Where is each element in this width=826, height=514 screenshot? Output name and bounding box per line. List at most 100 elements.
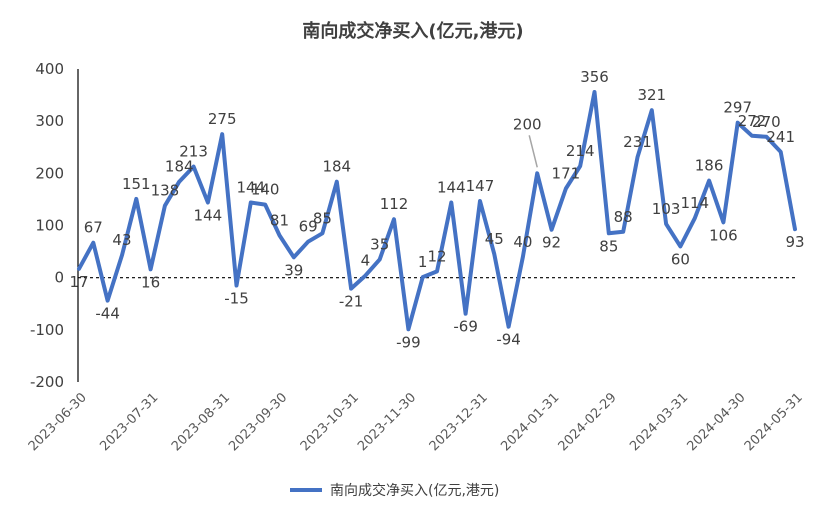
data-label: 93 xyxy=(785,233,804,251)
x-tick-label: 2023-11-30 xyxy=(355,390,419,454)
data-label: 147 xyxy=(466,177,495,195)
data-label: 67 xyxy=(84,219,103,237)
data-point xyxy=(363,274,367,278)
y-tick-label: 100 xyxy=(35,217,64,235)
data-label: 272 xyxy=(738,112,767,130)
data-label: 231 xyxy=(623,133,652,151)
data-label: 171 xyxy=(552,164,581,182)
data-point xyxy=(120,253,124,257)
data-point xyxy=(292,255,296,259)
data-label: 35 xyxy=(370,235,389,253)
data-label: 43 xyxy=(112,231,131,249)
y-tick-label: 0 xyxy=(54,269,64,287)
data-label: 1 xyxy=(418,253,428,271)
data-label: -44 xyxy=(95,305,120,323)
data-label: 92 xyxy=(542,234,561,252)
data-point xyxy=(277,233,281,237)
data-point xyxy=(793,227,797,231)
data-label: 144 xyxy=(237,179,266,197)
data-point xyxy=(621,230,625,234)
x-tick-label: 2024-02-29 xyxy=(556,390,620,454)
data-point xyxy=(220,132,224,136)
data-point xyxy=(320,231,324,235)
data-point xyxy=(134,197,138,201)
legend: 南向成交净买入(亿元,港元) xyxy=(290,482,499,499)
data-point xyxy=(721,220,725,224)
data-label: 270 xyxy=(752,113,781,131)
data-point xyxy=(593,90,597,94)
data-label: 200 xyxy=(513,115,542,133)
y-tick-label: 200 xyxy=(35,164,64,182)
data-label: -94 xyxy=(496,331,521,349)
data-label: 88 xyxy=(614,208,633,226)
x-tick-label: 2023-09-30 xyxy=(226,390,290,454)
data-point xyxy=(192,165,196,169)
data-point xyxy=(421,275,425,279)
data-point xyxy=(106,299,110,303)
data-point xyxy=(736,121,740,125)
data-point xyxy=(77,267,81,271)
data-point xyxy=(177,180,181,184)
axes xyxy=(77,69,797,382)
data-label: -69 xyxy=(453,318,478,336)
data-point xyxy=(750,134,754,138)
series-layer xyxy=(77,90,797,332)
data-point xyxy=(163,204,167,208)
data-label: 214 xyxy=(566,142,595,160)
data-label: 60 xyxy=(671,250,690,268)
data-point xyxy=(263,203,267,207)
data-label: 81 xyxy=(270,211,289,229)
data-label: 12 xyxy=(427,247,446,265)
x-tick-label: 2023-07-31 xyxy=(97,390,161,454)
x-tick-label: 2024-03-31 xyxy=(627,390,691,454)
data-label: 275 xyxy=(208,110,237,128)
x-axis: 2023-06-30 2023-07-31 2023-08-312023-09-30… xyxy=(26,390,806,454)
data-point xyxy=(206,201,210,205)
data-point xyxy=(464,312,468,316)
data-label: 213 xyxy=(179,143,208,161)
data-point xyxy=(678,244,682,248)
data-point xyxy=(149,267,153,271)
data-label: 297 xyxy=(723,99,752,117)
data-label: 106 xyxy=(709,226,738,244)
data-label: 184 xyxy=(165,158,194,176)
data-label: -15 xyxy=(224,289,249,307)
data-label: 85 xyxy=(599,237,618,255)
y-tick-label: 400 xyxy=(35,60,64,78)
x-tick-label: 2024-05-31 xyxy=(742,390,806,454)
data-label: 184 xyxy=(322,158,351,176)
data-point xyxy=(707,179,711,183)
data-point xyxy=(535,171,539,175)
data-point xyxy=(335,180,339,184)
x-tick-label: 2023-12-31 xyxy=(427,390,491,454)
data-label: 103 xyxy=(652,200,681,218)
x-tick-label: 2023-08-31 xyxy=(169,390,233,454)
data-label: 144 xyxy=(437,179,466,197)
x-tick-label: 2024-04-30 xyxy=(685,390,749,454)
data-label: 356 xyxy=(580,68,609,86)
data-label: -21 xyxy=(339,293,364,311)
data-point xyxy=(650,108,654,112)
y-axis: 400 300 200 100 0 -100 -200 xyxy=(30,60,64,391)
x-tick-label: 2023-06-30 xyxy=(26,390,90,454)
data-point xyxy=(349,287,353,291)
data-point xyxy=(91,241,95,245)
data-label: 69 xyxy=(299,218,318,236)
data-label: 45 xyxy=(485,230,504,248)
data-label: -99 xyxy=(396,333,421,351)
data-point xyxy=(449,201,453,205)
data-point xyxy=(392,217,396,221)
data-point xyxy=(764,135,768,139)
data-label: 321 xyxy=(637,86,666,104)
data-label: 144 xyxy=(194,207,223,225)
chart-title: 南向成交净买入(亿元,港元) xyxy=(302,20,523,42)
data-point xyxy=(578,164,582,168)
data-label: 138 xyxy=(151,182,180,200)
data-label: 140 xyxy=(251,181,280,199)
data-label: 40 xyxy=(513,233,532,251)
data-point xyxy=(435,269,439,273)
data-label: 186 xyxy=(695,157,724,175)
data-point xyxy=(478,199,482,203)
data-point xyxy=(607,231,611,235)
